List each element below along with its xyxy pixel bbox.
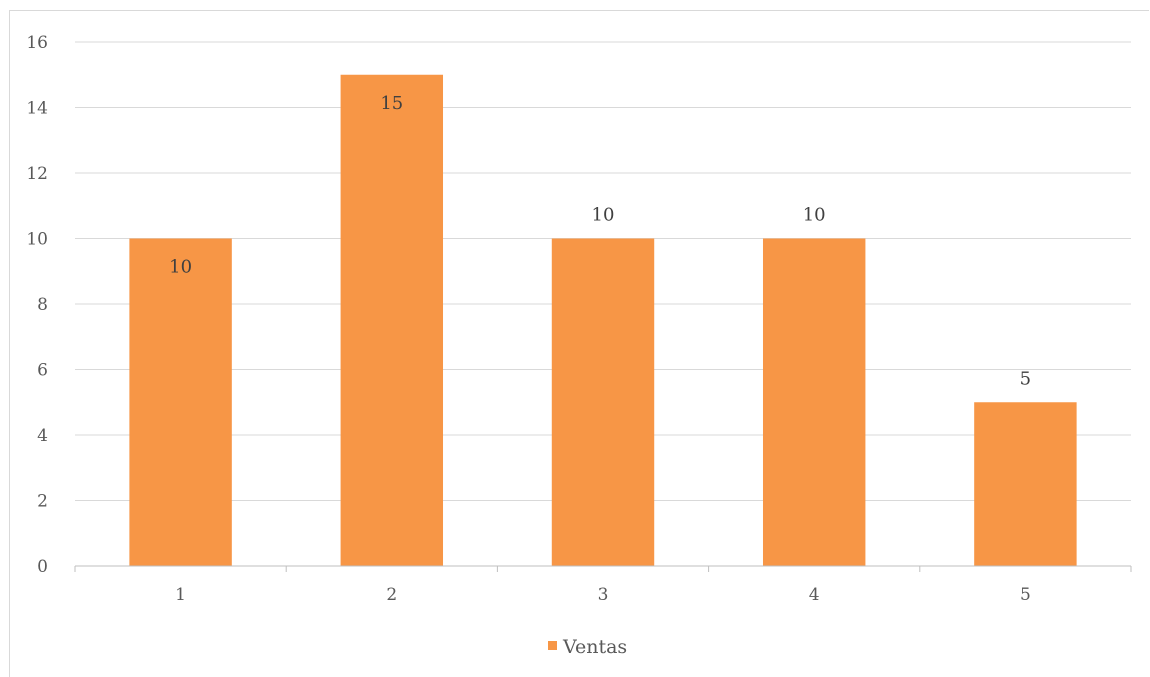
y-tick-label: 4 — [37, 426, 48, 446]
bar — [551, 238, 655, 566]
legend-label-ventas: Ventas — [562, 636, 627, 658]
y-tick-label: 0 — [37, 557, 48, 577]
data-label: 5 — [1020, 368, 1031, 389]
x-tick-label: 5 — [1020, 585, 1031, 605]
legend-swatch-ventas — [548, 641, 557, 650]
bars — [129, 74, 1077, 566]
chart-area — [9, 10, 1149, 677]
bar — [762, 238, 866, 566]
data-label: 10 — [169, 257, 192, 278]
data-label: 10 — [592, 205, 615, 226]
data-labels: 10 15 10 10 5 — [169, 93, 1031, 390]
y-tick-label: 8 — [37, 295, 48, 315]
bar — [340, 74, 444, 566]
legend: Ventas — [548, 636, 627, 658]
y-axis-tick-labels: 0 2 4 6 8 10 12 14 16 — [26, 33, 48, 577]
bar — [974, 402, 1077, 566]
x-tick-label: 2 — [386, 585, 397, 605]
data-label: 10 — [803, 205, 826, 226]
x-tick-label: 4 — [809, 585, 820, 605]
y-tick-label: 12 — [26, 164, 48, 184]
y-tick-label: 16 — [26, 33, 48, 53]
y-tick-label: 2 — [37, 492, 48, 512]
x-tick-label: 3 — [598, 585, 609, 605]
y-tick-label: 6 — [37, 361, 48, 381]
data-label: 15 — [380, 93, 403, 114]
y-tick-label: 10 — [26, 230, 48, 250]
x-axis-tick-labels: 1 2 3 4 5 — [175, 585, 1031, 605]
bar — [129, 238, 232, 566]
y-tick-label: 14 — [26, 99, 48, 119]
x-tick-label: 1 — [175, 585, 186, 605]
x-axis — [74, 565, 1132, 572]
